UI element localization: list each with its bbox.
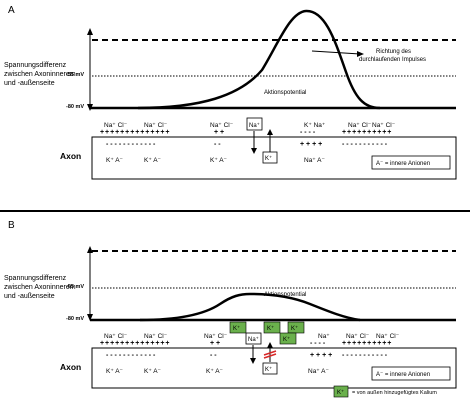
panel-a-na-box-label: Na⁺ — [249, 122, 260, 129]
panel-b-plus-right: + + + + + + + + + + — [342, 340, 391, 347]
panel-b-minus-inside-mid: - - — [210, 352, 217, 359]
panel-b-ion-outside-6: Na⁺ Cl⁻ — [376, 333, 399, 340]
panel-a-legend: A⁻ = innere Anionen — [376, 161, 430, 167]
panel-b-ion-outside-3: Na⁺ Cl⁻ — [204, 333, 227, 340]
panel-b-plus-left: + + + + + + + + + + + + + + — [100, 340, 169, 347]
panel-a-action-potential-curve — [137, 9, 381, 110]
panel-a-axon-label: Axon — [60, 151, 81, 161]
panel-b-legend: A⁻ = innere Anionen — [376, 372, 430, 378]
panel-b-label: B — [8, 220, 15, 231]
panel-b-k-legend-swatch — [333, 385, 349, 398]
panel-a-direction-arrow — [311, 50, 361, 55]
panel-b-block-mark-1 — [263, 350, 277, 356]
panel-a-minus-inside-right: - - - - - - - - - - - — [342, 141, 388, 148]
panel-a-minus-inside-mid: - - — [214, 141, 221, 148]
panel-b-k-box-label: K⁺ — [265, 366, 272, 373]
panel-b-k-legend-swatch-label: K⁺ — [337, 389, 344, 396]
panel-b-level-80: -80 mV — [66, 316, 84, 322]
panel-a-ion-inside-2: K⁺ A⁻ — [144, 157, 161, 164]
panel-b-na-box-label: Na⁺ — [248, 336, 259, 343]
panel-a-ion-inside-1: K⁺ A⁻ — [106, 157, 123, 164]
panel-b-minus-inside-left: - - - - - - - - - - - - — [106, 352, 156, 359]
panel-b-k-added-1 — [229, 321, 247, 334]
panel-a-na-influx-arrowhead — [251, 148, 257, 154]
panel-a-k-box-label: K⁺ — [265, 155, 272, 162]
panel-a-plus-left: + + + + + + + + + + + + + + — [100, 129, 169, 136]
panel-b-plus-mid: + + — [210, 340, 220, 347]
panel-b-ylabel-3: und -außenseite — [4, 293, 55, 300]
panel-b-k-added-1-label: K⁺ — [233, 325, 240, 332]
panel-b-k-added-4-label: K⁺ — [283, 336, 290, 343]
panel-a-direction-arrowhead — [357, 51, 364, 57]
panel-a-plus-right: + + + + + + + + + + — [342, 129, 391, 136]
panel-b-k-legend-text: = von außen hinzugefügtes Kalium — [352, 390, 437, 396]
panel-b-ion-outside-2: Na⁺ Cl⁻ — [144, 333, 167, 340]
panel-a-ion-outside-3: Na⁺ Cl⁻ — [210, 122, 233, 129]
panel-b-ylabel-2: zwischen Axoninnerem — [4, 284, 76, 291]
panel-b-k-box — [262, 362, 278, 375]
panel-b-ion-outside-4: Na⁺ — [318, 333, 330, 340]
panel-a-ion-outside-6: Na⁺ Cl⁻ — [372, 122, 395, 129]
panel-a-k-box — [262, 151, 278, 164]
panel-a-plus-mid: + + — [214, 129, 224, 136]
panel-a-plus-inside-mid: + + + + — [300, 141, 322, 148]
panel-b-action-potential-curve — [139, 292, 361, 322]
panel-b-plus-inside-mid: + + + + — [310, 352, 332, 359]
panel-a-ylabel-1: Spannungsdifferenz — [4, 62, 67, 69]
panel-a-peak-label: Aktionspotential — [264, 90, 306, 96]
panel-b-legend-box — [371, 366, 451, 381]
panel-a-minus-mid: - - - - — [300, 129, 316, 136]
panel-b-ion-inside-2: K⁺ A⁻ — [144, 368, 161, 375]
panel-a-ion-outside-4: K⁺ Na⁺ — [304, 122, 325, 129]
panel-b-axon-membrane — [91, 347, 457, 389]
panel-a-ion-outside-2: Na⁺ Cl⁻ — [144, 122, 167, 129]
panel-b-k-added-2 — [263, 321, 281, 334]
panel-a-legend-box — [371, 155, 451, 170]
panel-b-k-added-3-label: K⁺ — [291, 325, 298, 332]
panel-b-ylabel-1: Spannungsdifferenz — [4, 275, 67, 282]
panel-a-k-efflux-arrowhead — [267, 129, 273, 135]
panel-a-ylabel-3: und -außenseite — [4, 80, 55, 87]
panel-b-axon-label: Axon — [60, 362, 81, 372]
panel-b-level-55: -55 mV — [66, 284, 84, 290]
panel-a-level-55: -55 mV — [66, 72, 84, 78]
panel-a-ion-outside-1: Na⁺ Cl⁻ — [104, 122, 127, 129]
panel-b-k-efflux-arrowhead — [267, 342, 273, 348]
panel-b-minus-mid: - - - - — [310, 340, 326, 347]
panel-a-direction-1: Richtung des — [376, 49, 411, 55]
panel-a-y-arrow-up — [87, 28, 93, 35]
panel-a-direction-2: durchlaufenden Impulses — [359, 57, 426, 63]
panel-b-k-added-4 — [279, 332, 297, 345]
panel-b-ion-inside-4: Na⁺ A⁻ — [308, 368, 329, 375]
panel-b-ion-inside-3: K⁺ A⁻ — [206, 368, 223, 375]
panel-b-block-mark-2 — [263, 353, 277, 359]
panel-a-label: A — [8, 5, 15, 16]
panel-b-y-arrow-up — [87, 246, 93, 253]
panel-b-na-box — [245, 332, 262, 345]
panel-b-peak-label: Aktionspotential — [264, 292, 306, 298]
panel-a-ion-outside-5: Na⁺ Cl⁻ — [348, 122, 371, 129]
panel-a-ion-inside-3: K⁺ A⁻ — [210, 157, 227, 164]
panel-b-ion-inside-1: K⁺ A⁻ — [106, 368, 123, 375]
panel-a-ylabel-2: zwischen Axoninnerem — [4, 71, 76, 78]
panel-a-na-box — [246, 117, 263, 131]
panel-b-na-influx-arrowhead — [250, 358, 256, 364]
panel-a-level-80: -80 mV — [66, 104, 84, 110]
panel-a-ion-inside-4: Na⁺ A⁻ — [304, 157, 325, 164]
panel-b-y-arrow-down — [87, 314, 93, 321]
panel-b-ion-outside-5: Na⁺ Cl⁻ — [346, 333, 369, 340]
panel-a-axon-membrane — [91, 136, 457, 180]
panel-b-minus-inside-right: - - - - - - - - - - - — [342, 352, 388, 359]
panel-a-minus-inside-left: - - - - - - - - - - - - — [106, 141, 156, 148]
panel-b-k-added-2-label: K⁺ — [267, 325, 274, 332]
panel-b-ion-outside-1: Na⁺ Cl⁻ — [104, 333, 127, 340]
